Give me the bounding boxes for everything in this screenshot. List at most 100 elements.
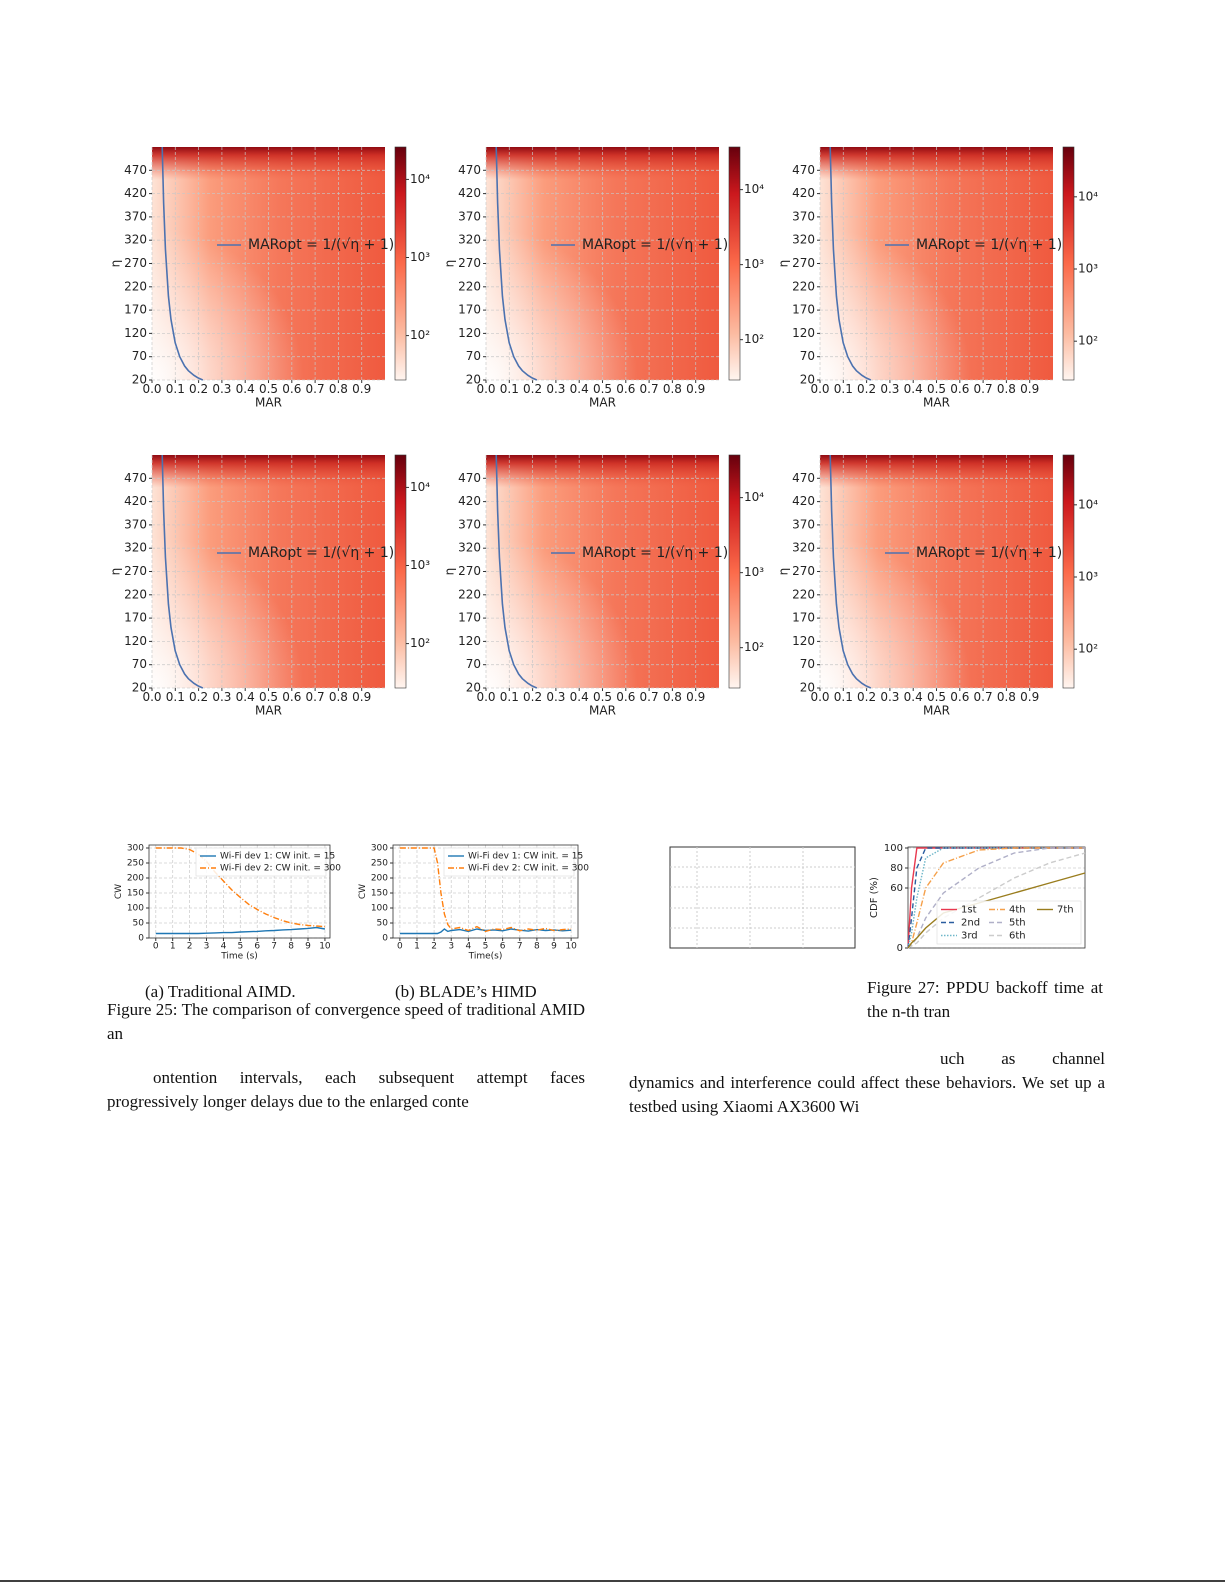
colorbar: [1062, 454, 1075, 689]
colorbar-tick-label: 10²: [744, 332, 764, 346]
colorbar-tick-label: 10³: [744, 565, 764, 579]
x-axis-label: MAR: [589, 396, 616, 410]
x-tick-label: 10: [319, 941, 331, 951]
colorbar-tick-label: 10⁴: [410, 480, 430, 494]
x-tick-label: 0.1: [500, 382, 519, 396]
x-tick-label: 0.3: [880, 382, 899, 396]
x-tick-label: 0.7: [640, 382, 659, 396]
y-axis-label: η: [443, 260, 457, 268]
y-tick-label: 470: [792, 471, 815, 485]
curve: [161, 454, 204, 689]
colorbar-tick-label: 10²: [410, 328, 430, 342]
x-tick-label: 0.6: [950, 690, 969, 704]
y-tick-label: 20: [800, 373, 815, 387]
series-line: [907, 847, 1085, 949]
colorbar-tick-label: 10²: [1078, 334, 1098, 348]
y-tick-label: 220: [124, 279, 147, 293]
y-tick-label: 200: [127, 874, 144, 884]
x-tick-label: 5: [237, 941, 243, 951]
x-tick-label: 0.6: [616, 382, 635, 396]
x-tick-label: 0.6: [282, 382, 301, 396]
y-tick-label: 220: [458, 279, 481, 293]
plot-frame: [148, 844, 331, 939]
legend-label: MARopt = 1/(√η + 1): [916, 237, 1062, 253]
y-tick-label: 220: [792, 279, 815, 293]
y-tick-label: 20: [800, 681, 815, 695]
paragraph: uch as channel dynamics and interference…: [629, 1049, 1105, 1116]
x-tick-label: 0.9: [686, 690, 705, 704]
y-axis-label: η: [777, 260, 791, 268]
x-tick-label: 0.0: [810, 690, 829, 704]
y-tick-label: 150: [371, 889, 388, 899]
y-tick-label: 70: [466, 349, 481, 363]
y-tick-label: 100: [127, 904, 144, 914]
legend-label: 1st: [961, 905, 977, 916]
x-tick-label: 3: [204, 941, 210, 951]
x-tick-label: 0.4: [904, 690, 923, 704]
x-tick-label: 4: [221, 941, 227, 951]
y-axis-label: η: [109, 260, 123, 268]
y-axis-label: η: [777, 568, 791, 576]
y-tick-label: 300: [371, 844, 388, 854]
x-tick-label: 0.5: [593, 382, 612, 396]
legend-label: 2nd: [961, 918, 980, 929]
x-tick-label: 0.5: [927, 382, 946, 396]
x-tick-label: 0.1: [834, 382, 853, 396]
series-line: [907, 847, 1085, 949]
x-tick-label: 6: [254, 941, 260, 951]
x-tick-label: 1: [170, 941, 176, 951]
y-tick-label: 270: [458, 564, 481, 578]
y-tick-label: 100: [884, 843, 903, 854]
x-tick-label: 0.3: [546, 690, 565, 704]
y-tick-label: 170: [792, 611, 815, 625]
legend-label: Wi-Fi dev 2: CW init. = 300: [220, 864, 341, 874]
x-tick-label: 0.4: [570, 690, 589, 704]
y-tick-label: 320: [124, 233, 147, 247]
x-tick-label: 0.2: [189, 690, 208, 704]
legend-label: 4th: [1009, 905, 1026, 916]
y-tick-label: 120: [792, 634, 815, 648]
series-line: [907, 852, 1086, 949]
y-tick-label: 20: [466, 373, 481, 387]
legend-label: MARopt = 1/(√η + 1): [248, 545, 394, 561]
series-line: [907, 847, 1085, 949]
colorbar-tick-label: 10⁴: [1078, 497, 1098, 511]
figure-caption: Figure 27: PPDU backoff time at the n-th…: [867, 978, 1103, 1021]
curve: [161, 146, 204, 381]
x-tick-label: 0.2: [189, 382, 208, 396]
x-axis-label: MAR: [589, 704, 616, 718]
x-tick-label: 0.9: [1020, 690, 1039, 704]
y-tick-label: 470: [792, 163, 815, 177]
x-axis-label: Time(s): [468, 951, 503, 961]
y-tick-label: 270: [792, 564, 815, 578]
series-line: [155, 926, 326, 935]
x-tick-label: 0.0: [810, 382, 829, 396]
legend-box: [195, 847, 327, 877]
y-tick-label: 320: [458, 541, 481, 555]
figure-caption: Figure 25: The comparison of convergence…: [107, 1000, 585, 1043]
x-tick-label: 8: [288, 941, 294, 951]
legend-box: [443, 847, 575, 877]
y-tick-label: 420: [792, 494, 815, 508]
legend-label: MARopt = 1/(√η + 1): [582, 545, 728, 561]
y-tick-label: 370: [792, 517, 815, 531]
curve: [495, 146, 538, 381]
x-tick-label: 0.4: [236, 382, 255, 396]
y-tick-label: 120: [792, 326, 815, 340]
x-tick-label: 0.6: [616, 690, 635, 704]
colorbar-tick-label: 10⁴: [744, 490, 764, 504]
y-tick-label: 120: [124, 634, 147, 648]
colorbar: [728, 454, 741, 689]
y-tick-label: 320: [792, 233, 815, 247]
plot-frame: [907, 846, 1086, 949]
y-tick-label: 250: [371, 859, 388, 869]
y-tick-label: 470: [124, 163, 147, 177]
x-tick-label: 0.0: [476, 382, 495, 396]
legend-box: [936, 900, 1082, 945]
y-tick-label: 120: [458, 634, 481, 648]
x-axis-label: MAR: [923, 704, 950, 718]
colorbar-tick-label: 10³: [1078, 262, 1098, 276]
y-axis-label: CW: [114, 884, 124, 899]
y-tick-label: 420: [458, 186, 481, 200]
